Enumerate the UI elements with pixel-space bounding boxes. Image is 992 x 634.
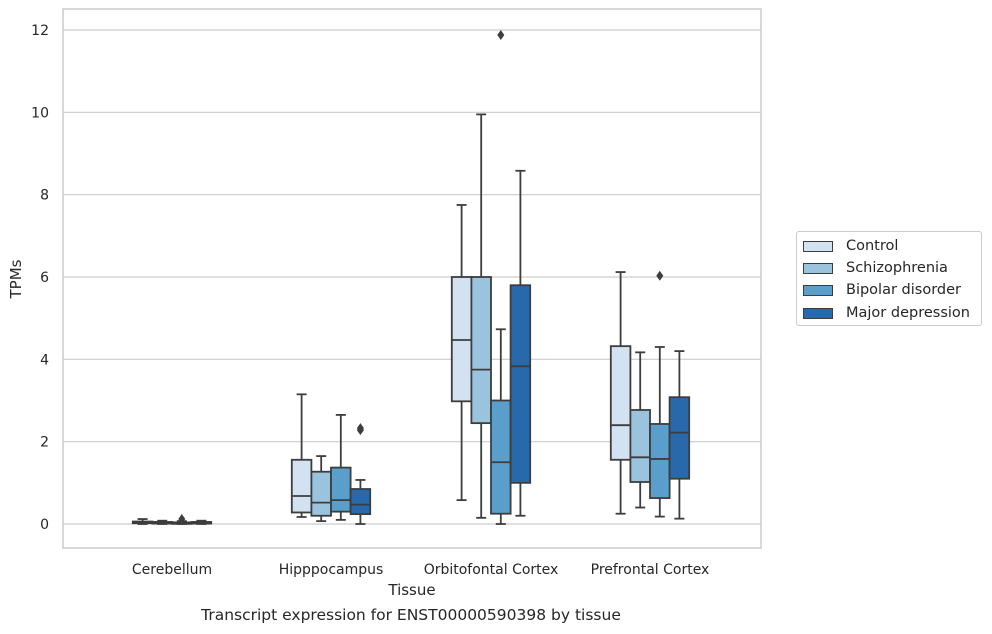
outlier-point — [656, 270, 664, 281]
outlier-point — [356, 423, 364, 434]
box-iqr — [349, 488, 372, 516]
y-tick-label: 10 — [31, 105, 49, 121]
box-major-depression-2 — [509, 169, 532, 517]
box-control-2 — [450, 204, 473, 502]
x-tick-label: Cerebellum — [132, 562, 212, 578]
box-schizophrenia-3 — [629, 351, 651, 509]
y-tick-labels: 0 2 4 6 8 10 12 — [31, 23, 49, 533]
outlier-point — [497, 29, 505, 40]
box-series — [131, 29, 691, 525]
y-tick-label: 12 — [31, 23, 49, 39]
box-control-3 — [609, 271, 632, 515]
legend-swatch-bipolar-disorder — [803, 285, 833, 296]
box-iqr — [509, 284, 532, 484]
box-schizophrenia-1 — [310, 455, 332, 523]
y-axis-label: TPMs — [7, 259, 25, 299]
legend-label-bipolar-disorder: Bipolar disorder — [846, 282, 961, 298]
box-schizophrenia-0 — [151, 519, 173, 525]
box-iqr — [609, 345, 632, 461]
box-iqr — [330, 466, 352, 513]
box-major-depression-1 — [349, 423, 372, 525]
y-tick-label: 0 — [40, 517, 49, 533]
box-control-0 — [131, 518, 154, 525]
y-tick-label: 8 — [40, 188, 49, 204]
box-iqr — [490, 399, 512, 515]
box-bipolar-disorder-1 — [330, 414, 352, 521]
box-control-1 — [290, 393, 313, 518]
box-iqr — [310, 470, 332, 517]
x-tick-label: Hipppocampus — [279, 562, 384, 578]
outlier-point — [178, 514, 186, 525]
box-schizophrenia-2 — [470, 113, 492, 519]
box-iqr — [668, 396, 691, 480]
legend: Control Schizophrenia Bipolar disorder M… — [796, 231, 982, 326]
legend-label-control: Control — [846, 238, 899, 254]
box-iqr — [629, 409, 651, 483]
x-tick-label: Orbitofontal Cortex — [424, 562, 559, 578]
box-iqr — [290, 458, 313, 514]
box-bipolar-disorder-0 — [171, 514, 193, 525]
chart-title: Transcript expression for ENST0000059039… — [201, 606, 621, 624]
x-axis-label: Tissue — [387, 581, 435, 599]
legend-swatch-schizophrenia — [803, 263, 833, 274]
x-tick-label: Prefrontal Cortex — [591, 562, 710, 578]
x-tick-labels: Cerebellum Hipppocampus Orbitofontal Corte… — [132, 562, 709, 578]
box-major-depression-0 — [190, 519, 213, 525]
box-iqr — [649, 423, 671, 499]
box-iqr — [470, 276, 492, 425]
legend-label-schizophrenia: Schizophrenia — [846, 260, 948, 276]
y-tick-label: 6 — [40, 270, 49, 286]
box-bipolar-disorder-2 — [490, 29, 512, 525]
y-tick-label: 2 — [40, 435, 49, 451]
legend-swatch-major-depression — [803, 308, 833, 319]
legend-swatch-control — [803, 241, 833, 252]
y-tick-label: 4 — [40, 352, 49, 368]
legend-label-major-depression: Major depression — [846, 305, 970, 321]
box-major-depression-3 — [668, 350, 691, 520]
